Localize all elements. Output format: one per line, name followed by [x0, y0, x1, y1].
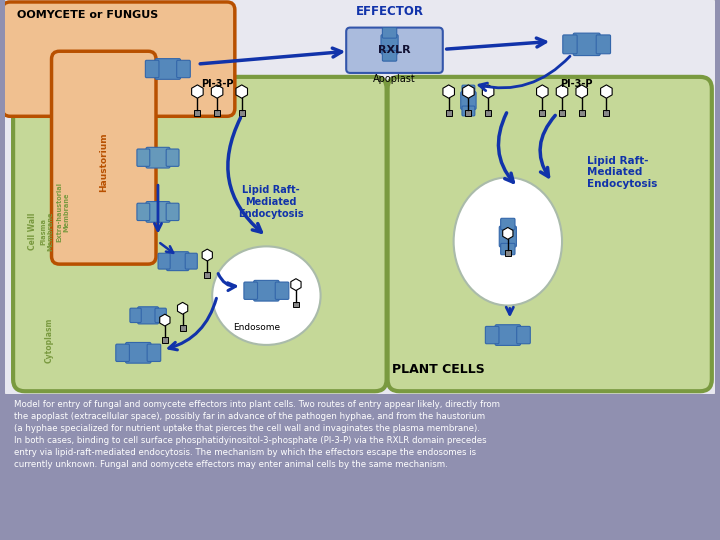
- FancyBboxPatch shape: [382, 28, 397, 38]
- FancyBboxPatch shape: [253, 280, 279, 301]
- Bar: [446, 110, 451, 116]
- FancyBboxPatch shape: [137, 149, 150, 166]
- FancyBboxPatch shape: [2, 2, 235, 116]
- Text: Plasma
Membrane: Plasma Membrane: [40, 212, 53, 251]
- Text: Cytoplasm: Cytoplasm: [45, 318, 54, 363]
- FancyBboxPatch shape: [137, 203, 150, 220]
- FancyBboxPatch shape: [146, 147, 170, 168]
- FancyBboxPatch shape: [381, 35, 398, 54]
- Bar: [180, 325, 186, 331]
- Bar: [485, 110, 491, 116]
- Bar: [603, 110, 609, 116]
- FancyBboxPatch shape: [166, 252, 189, 271]
- FancyBboxPatch shape: [461, 92, 476, 110]
- Bar: [214, 110, 220, 116]
- Text: PI-3-P: PI-3-P: [561, 79, 593, 89]
- FancyBboxPatch shape: [158, 253, 170, 269]
- Bar: [579, 110, 585, 116]
- FancyBboxPatch shape: [155, 308, 166, 322]
- FancyBboxPatch shape: [563, 35, 577, 54]
- FancyBboxPatch shape: [499, 226, 516, 247]
- Bar: [505, 251, 510, 256]
- Bar: [162, 337, 168, 343]
- Text: Model for entry of fungal and oomycete effectors into plant cells. Two routes of: Model for entry of fungal and oomycete e…: [14, 400, 500, 469]
- Bar: [293, 301, 299, 307]
- Text: Lipid Raft-
Mediated
Endocytosis: Lipid Raft- Mediated Endocytosis: [238, 185, 304, 219]
- FancyBboxPatch shape: [13, 77, 387, 392]
- FancyBboxPatch shape: [596, 35, 611, 54]
- FancyBboxPatch shape: [116, 344, 130, 361]
- FancyBboxPatch shape: [244, 282, 258, 299]
- FancyBboxPatch shape: [176, 60, 190, 78]
- FancyBboxPatch shape: [185, 253, 197, 269]
- Ellipse shape: [454, 177, 562, 306]
- Ellipse shape: [212, 246, 320, 345]
- FancyBboxPatch shape: [495, 325, 521, 346]
- Bar: [60, 93, 147, 113]
- FancyBboxPatch shape: [387, 77, 712, 392]
- Text: PI-3-P: PI-3-P: [201, 79, 233, 89]
- FancyBboxPatch shape: [275, 282, 289, 299]
- Text: EFFECTOR: EFFECTOR: [356, 5, 423, 18]
- FancyBboxPatch shape: [485, 326, 499, 344]
- Text: Cell Wall: Cell Wall: [28, 213, 37, 250]
- FancyBboxPatch shape: [500, 244, 515, 255]
- FancyBboxPatch shape: [52, 51, 156, 264]
- FancyBboxPatch shape: [346, 28, 443, 73]
- FancyBboxPatch shape: [130, 308, 141, 322]
- FancyBboxPatch shape: [462, 85, 474, 95]
- FancyBboxPatch shape: [146, 201, 170, 222]
- Text: Haustorium: Haustorium: [99, 133, 108, 192]
- Bar: [559, 110, 565, 116]
- FancyBboxPatch shape: [155, 59, 181, 79]
- FancyBboxPatch shape: [125, 342, 151, 363]
- FancyBboxPatch shape: [517, 326, 531, 344]
- FancyBboxPatch shape: [382, 51, 397, 61]
- Bar: [465, 110, 472, 116]
- Text: OOMYCETE or FUNGUS: OOMYCETE or FUNGUS: [17, 10, 158, 20]
- FancyBboxPatch shape: [4, 0, 716, 395]
- FancyBboxPatch shape: [500, 218, 515, 230]
- Text: Lipid Raft-
Mediated
Endocytosis: Lipid Raft- Mediated Endocytosis: [587, 156, 657, 189]
- Text: RXLR: RXLR: [378, 45, 411, 55]
- FancyBboxPatch shape: [138, 307, 158, 324]
- Bar: [194, 110, 200, 116]
- Text: Apoplast: Apoplast: [373, 74, 416, 84]
- Bar: [539, 110, 545, 116]
- FancyBboxPatch shape: [166, 203, 179, 220]
- FancyBboxPatch shape: [573, 33, 600, 56]
- FancyBboxPatch shape: [462, 106, 474, 116]
- FancyBboxPatch shape: [145, 60, 159, 78]
- Text: Endosome: Endosome: [233, 323, 280, 332]
- Text: PLANT CELLS: PLANT CELLS: [392, 363, 485, 376]
- Text: Extra-haustorial
Membrane: Extra-haustorial Membrane: [56, 182, 69, 242]
- FancyBboxPatch shape: [147, 344, 161, 361]
- FancyBboxPatch shape: [166, 149, 179, 166]
- Bar: [204, 272, 210, 278]
- Bar: [239, 110, 245, 116]
